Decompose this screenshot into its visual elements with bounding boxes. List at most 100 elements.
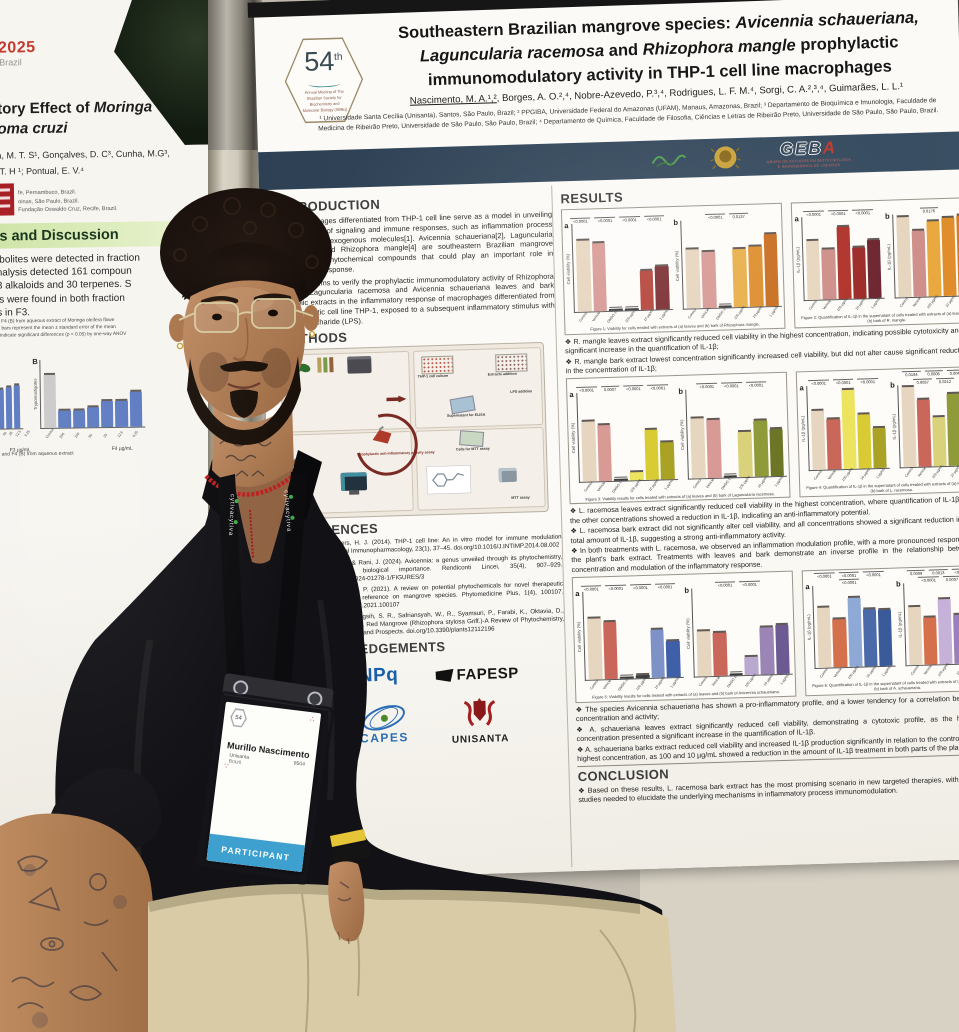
sbbq-logo-text: Annual Meeting of The Brazilian Society f… (292, 88, 357, 113)
bar (587, 618, 603, 680)
bar (946, 394, 959, 466)
bar (655, 266, 671, 310)
panel-letter: b (678, 387, 684, 397)
figure1-panel-b: <0.0001 0.0137 Cell viability (%) Control Ve… (673, 205, 783, 324)
bar-chart-f4: Trypomastigotes Control 200 100 50 25 12.5 6.25… (32, 346, 146, 444)
bar (937, 598, 953, 665)
left-poster-title: atory Effect of Moringa soma cruzi (0, 98, 153, 138)
bar (696, 631, 712, 677)
geba-logo: GEBA GRUPO DE ESTUDOS EM BIOTECNOLOGIA E … (766, 138, 852, 169)
bar (701, 251, 717, 309)
bar-plot-area (0, 360, 24, 431)
bar (115, 400, 128, 427)
panel-letter: a (805, 582, 810, 592)
introduction-paragraph-2: This study aims to verify the prophylact… (277, 271, 555, 328)
unisanta-crest-icon (463, 698, 496, 727)
figure2-panel-b: 0.0176 IL-1β (pg/mL) Control Vehicle 100 µg/… (885, 199, 959, 313)
bar (759, 627, 775, 675)
bar (896, 216, 912, 298)
bar (575, 240, 592, 313)
results-discussion-band: lts and Discussion (0, 220, 233, 249)
cnpq-swirl-icon (323, 671, 340, 685)
bar (916, 398, 932, 467)
left-poster-country: Brazil (0, 57, 22, 68)
panel-letter: b (895, 579, 901, 589)
figure6-panel-a: <0.0001 <0.0001 <0.0001 <0.0001 IL-1β (pg/mL… (805, 570, 896, 684)
capes-logo: CAPES (349, 700, 420, 746)
bar (826, 418, 842, 470)
bar (744, 656, 759, 676)
lanyard-brand-text: cytiva (227, 515, 238, 537)
bar-plot-area (892, 212, 959, 299)
bar (907, 606, 923, 666)
bar (72, 410, 86, 428)
reference-entry: K., Miranti, M., Rahayuningsih, S. R., S… (287, 607, 565, 639)
header-band: GEBA GRUPO DE ESTUDOS EM BIOTECNOLOGIA E … (258, 131, 959, 191)
conclusion-section: CONCLUSION ❖ Based on these results, L. … (577, 754, 959, 805)
panel-letter: b (889, 380, 895, 391)
bar (596, 424, 613, 481)
bar (666, 640, 681, 678)
bar-plot-area (39, 358, 146, 430)
crab-emblem-icon (710, 146, 741, 170)
bar-plot-area (691, 585, 794, 678)
wall (640, 852, 959, 1032)
bar (737, 431, 753, 477)
tube-icons (317, 357, 334, 374)
left-poster-affiliations: fe, Pernambuco, Brazil. oinas, São Paulo,… (18, 186, 222, 215)
bar (591, 243, 608, 312)
badge-card: 54 ∴ Murillo Nascimento Unisanta 8504 Br… (206, 701, 322, 873)
figure1-panel-a: <0.0001 <0.0001 <0.0001 <0.0001 Cell viabili… (564, 208, 674, 327)
bar-plot-area (903, 581, 959, 667)
bar (6, 387, 13, 429)
fapesp-flag-icon (435, 669, 453, 683)
bar (13, 385, 21, 429)
bar (877, 609, 893, 667)
badge-54-logo: 54 (229, 707, 248, 728)
bar (639, 270, 655, 311)
well-plate-icon (495, 353, 528, 373)
sbbq-54-logo: 54th Annual Meeting of The Brazilian Soci… (283, 35, 366, 125)
participant-band: PARTICIPANT (206, 833, 306, 873)
bar (660, 442, 676, 480)
figure3-panel-b: <0.0001 <0.0001 <0.0001 Cell viability (%) C… (678, 374, 788, 493)
bar (747, 246, 764, 307)
poster-results-column: RESULTS <0.0001 <0.0001 <0.0001 <0.0001 Cell… (551, 173, 959, 868)
pc-icon (498, 468, 517, 483)
left-poster-bottom-caption: (A) and F4 (B) from aqueous extract (0, 450, 74, 458)
unisanta-logo: UNISANTA (442, 697, 517, 746)
monitor-icon (340, 472, 368, 492)
method-step-label: LPS addition (510, 389, 533, 395)
figure-5: <0.0001 <0.0001 <0.0001 <0.0001 Cell viabili… (571, 570, 797, 704)
well-plate-icon (421, 356, 454, 375)
lanyard-brand-text: cytiva (283, 490, 294, 512)
panel-letter: b (684, 585, 690, 595)
bar (685, 249, 701, 309)
panel-letter: a (575, 588, 580, 598)
hand-tattoo (337, 881, 352, 902)
bar-plot-area (571, 221, 674, 314)
fapesp-logo: FAPESP (435, 665, 519, 684)
bar (732, 248, 748, 308)
bar (856, 414, 872, 469)
bar (774, 624, 791, 675)
main-poster: 54th Annual Meeting of The Brazilian Soci… (247, 0, 959, 880)
bar-plot-area (680, 217, 783, 310)
badge-speckle: ∴ (309, 716, 315, 724)
bar (817, 607, 832, 669)
figure2-panel-a: <0.0001 <0.0001 <0.0001 IL-1β (pg/mL) Contro… (794, 202, 885, 316)
display-pole-top (208, 0, 262, 150)
bar (644, 429, 660, 480)
left-poster-figure-caption: and F4 (B) from aqueous extract of Morin… (0, 316, 222, 340)
bar (806, 240, 822, 301)
figure4-panel-a: <0.0001 <0.0001 <0.0001 IL-1β (pg/mL) Contro… (799, 371, 890, 485)
lanyard-left: cytiva cytiva (225, 494, 241, 537)
figure-row-1: <0.0001 <0.0001 <0.0001 <0.0001 Cell viabili… (560, 197, 959, 336)
bar (821, 249, 837, 301)
bar (86, 406, 100, 428)
